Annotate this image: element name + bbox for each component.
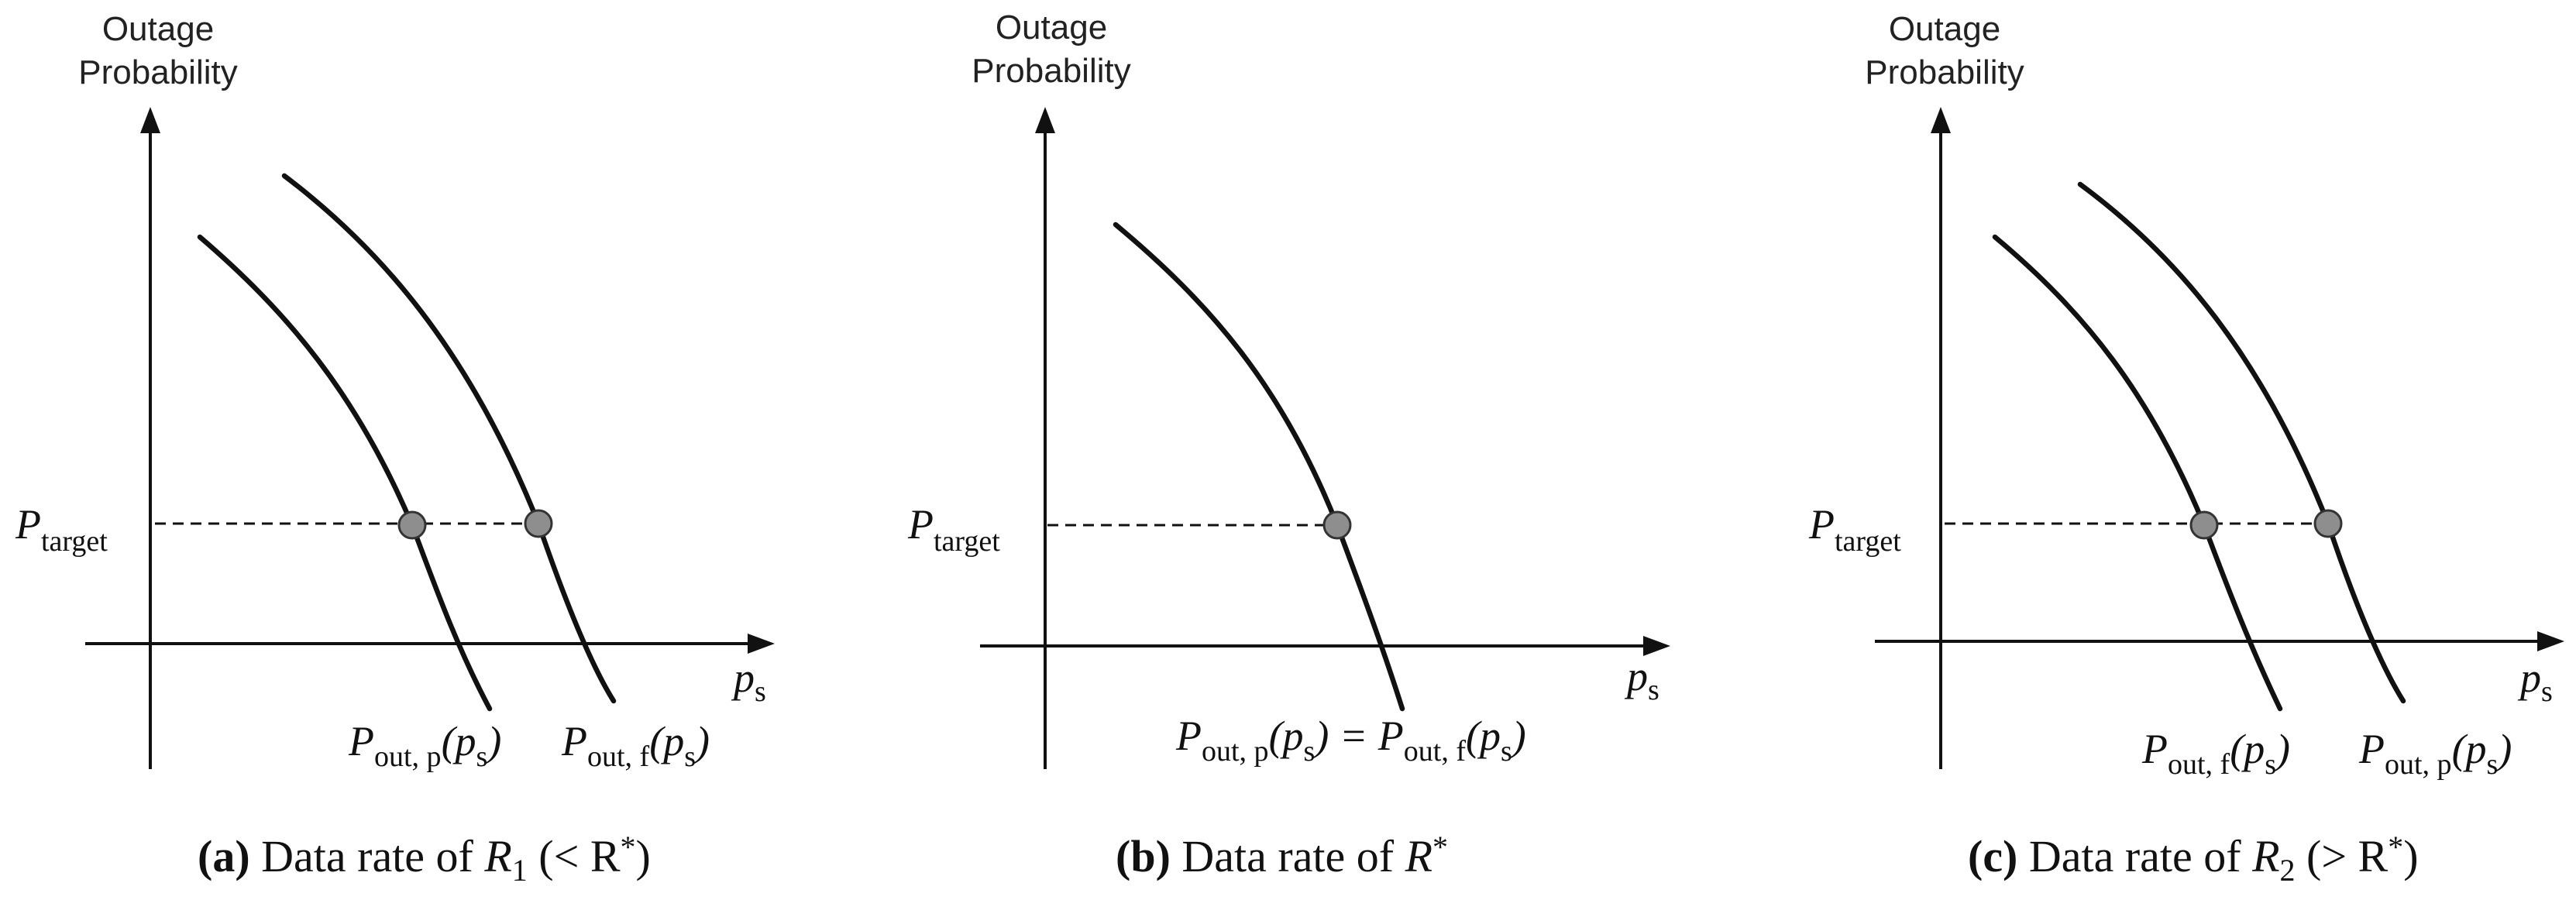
- panel-b-y-axis-label-line2: Probability: [972, 52, 1130, 90]
- panel-c-right-curve-label: Pout, p(ps): [2358, 726, 2512, 781]
- panel-b-x-axis-label: ps: [1624, 653, 1659, 706]
- panel-a-right-curve: [281, 173, 617, 704]
- panel-c-y-axis-arrow: [1931, 107, 1951, 133]
- panel-c-x-axis-label: ps: [2517, 654, 2553, 708]
- panel-a: Outage Probability ps Ptarget Pout, p(ps…: [15, 10, 775, 888]
- panel-a-target-label: Ptarget: [15, 501, 108, 558]
- panel-c-right-curve: [2077, 181, 2406, 704]
- panel-c-target-label: Ptarget: [1808, 501, 1901, 558]
- panel-b-curve: [1113, 222, 1405, 712]
- panel-c-right-intersection-marker: [2313, 509, 2343, 538]
- panel-c-left-curve-label: Pout, f(ps): [2141, 726, 2290, 781]
- panel-a-x-axis-label: ps: [731, 654, 766, 708]
- panel-a-y-axis-label-line1: Outage: [102, 10, 214, 48]
- panel-c-left-intersection-marker: [2189, 510, 2219, 540]
- panel-c-y-axis-label-line2: Probability: [1865, 53, 2024, 91]
- panel-b-y-axis-arrow: [1035, 107, 1055, 133]
- panel-b-intersection-marker: [1322, 510, 1352, 540]
- panel-c-y-axis-label-line1: Outage: [1889, 10, 2000, 48]
- panel-b-target-label: Ptarget: [907, 501, 1000, 558]
- panel-a-left-curve-label: Pout, p(ps): [348, 718, 501, 773]
- panel-b-y-axis-label-line1: Outage: [996, 9, 1107, 46]
- panel-a-right-intersection-marker: [524, 509, 553, 538]
- panel-b-curve-label: Pout, p(ps) = Pout, f(ps): [1175, 713, 1526, 768]
- panel-a-right-curve-label: Pout, f(ps): [561, 718, 710, 773]
- panel-a-y-axis-arrow: [140, 107, 160, 133]
- panel-b-caption: (b) Data rate of R*: [1116, 830, 1448, 881]
- panel-a-caption: (a) Data rate of R1 (< R*): [198, 830, 651, 888]
- panel-c: Outage Probability ps Ptarget Pout, f(ps…: [1808, 10, 2564, 888]
- panel-a-left-curve: [197, 234, 493, 712]
- panel-c-left-curve: [1992, 234, 2283, 712]
- panel-b: Outage Probability ps Ptarget Pout, p(ps…: [907, 9, 1670, 881]
- panel-c-caption: (c) Data rate of R2 (> R*): [1968, 830, 2419, 888]
- panel-c-x-axis-arrow: [2537, 631, 2564, 651]
- panel-a-x-axis-arrow: [748, 634, 775, 654]
- panel-a-y-axis-label-line2: Probability: [78, 53, 237, 91]
- panel-a-left-intersection-marker: [397, 510, 427, 540]
- panel-b-x-axis-arrow: [1643, 636, 1670, 656]
